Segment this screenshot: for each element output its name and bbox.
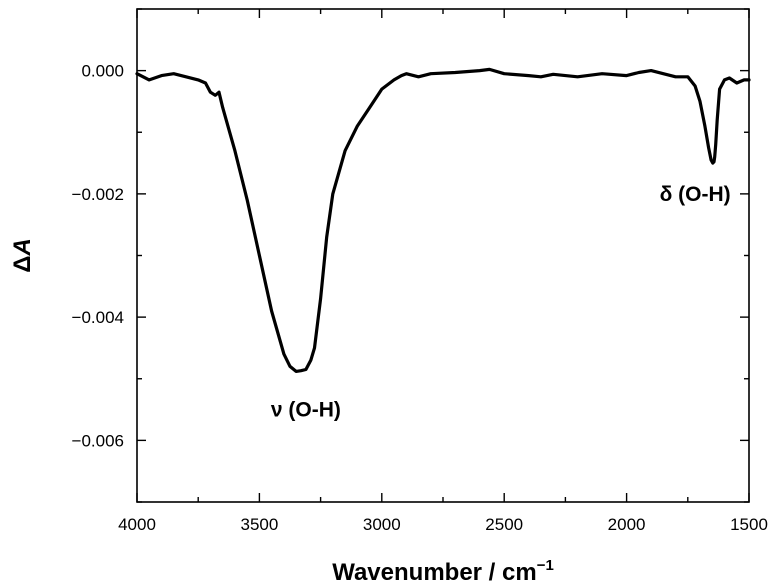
y-axis-title: ΔA xyxy=(9,238,36,273)
x-tick-label: 3000 xyxy=(363,515,401,534)
x-tick-label: 2000 xyxy=(608,515,646,534)
series-group xyxy=(135,67,751,373)
x-axis-ticks: 4000 3500 3000 2500 2000 1500 xyxy=(118,9,768,534)
x-axis-title-text: Wavenumber / cm xyxy=(332,559,537,586)
x-axis-title: Wavenumber / cm−1 xyxy=(332,557,554,586)
y-tick-label: 0.000 xyxy=(81,62,124,81)
plot-frame xyxy=(136,8,750,503)
x-tick-label: 1500 xyxy=(730,515,768,534)
y-tick-label: −0.002 xyxy=(72,185,124,204)
series-line xyxy=(135,67,751,373)
y-axis-title-delta: Δ xyxy=(9,256,36,273)
peak-annotation: δ (O-H) xyxy=(660,183,731,206)
y-axis-ticks: 0.000 −0.002 −0.004 −0.006 xyxy=(72,8,749,503)
y-tick-label: −0.004 xyxy=(72,308,124,327)
annotation-group: ν (O-H) δ (O-H) xyxy=(271,183,731,422)
plot-border xyxy=(136,8,750,503)
x-axis-title-superscript: −1 xyxy=(537,557,554,574)
y-axis-title-variable: A xyxy=(9,238,36,256)
peak-annotation: ν (O-H) xyxy=(271,399,341,422)
x-tick-label: 4000 xyxy=(118,515,156,534)
x-tick-label: 3500 xyxy=(240,515,278,534)
y-tick-label: −0.006 xyxy=(72,431,124,450)
x-tick-label: 2500 xyxy=(485,515,523,534)
